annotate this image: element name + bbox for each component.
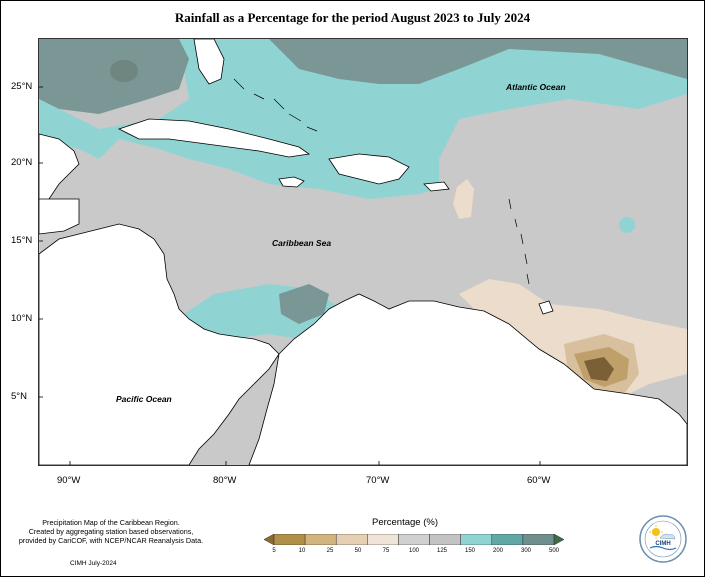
rainfall-map: Atlantic Ocean Caribbean Sea Pacific Oce… bbox=[38, 38, 688, 466]
legend-swatch bbox=[429, 534, 461, 545]
land-masses bbox=[39, 39, 687, 465]
legend-swatch bbox=[304, 534, 337, 545]
islands-bahamas bbox=[233, 78, 318, 132]
legend-swatch bbox=[273, 534, 306, 545]
legend-label: 500 bbox=[548, 548, 560, 554]
small-islands bbox=[233, 78, 530, 285]
lat-tick-20: 20°N bbox=[11, 157, 33, 168]
lon-tick-90: 90°W bbox=[57, 475, 81, 486]
land-trinidad bbox=[538, 300, 554, 315]
legend-swatch bbox=[522, 534, 555, 545]
lat-tick-5: 5°N bbox=[11, 391, 27, 402]
footer-line-2: Created by aggregating station based obs… bbox=[28, 527, 194, 536]
footer-description: Precipitation Map of the Caribbean Regio… bbox=[16, 518, 206, 545]
land-cuba bbox=[117, 118, 311, 158]
caribbean-sea-label: Caribbean Sea bbox=[272, 238, 332, 248]
legend-swatch bbox=[367, 534, 399, 545]
legend-swatch bbox=[398, 534, 430, 545]
legend-label: 25 bbox=[326, 548, 334, 554]
land-central-america bbox=[39, 223, 280, 465]
legend-labels: 5 10 25 50 75 100 125 150 200 300 500 bbox=[264, 548, 564, 558]
map-ticks bbox=[39, 86, 541, 465]
legend-swatch-high-tip bbox=[553, 534, 564, 545]
legend-label: 150 bbox=[464, 548, 476, 554]
very-wet-area-colombia bbox=[279, 284, 329, 324]
lon-tick-70: 70°W bbox=[366, 475, 390, 486]
footer-date: CIMH July-2024 bbox=[70, 560, 117, 567]
legend-colorbar bbox=[264, 534, 564, 545]
very-dry-rainfall-areas bbox=[564, 334, 639, 394]
very-wet-area-northeast bbox=[269, 39, 687, 84]
dry-area-atlantic bbox=[453, 179, 474, 219]
logo-text: CIMH bbox=[655, 541, 670, 547]
atlantic-ocean-label: Atlantic Ocean bbox=[506, 82, 566, 92]
legend-label: 75 bbox=[382, 548, 390, 554]
legend-swatch bbox=[491, 534, 524, 545]
lat-tick-25: 25°N bbox=[11, 81, 33, 92]
legend-label: 10 bbox=[298, 548, 306, 554]
pacific-ocean-label: Pacific Ocean bbox=[116, 394, 172, 404]
land-jamaica bbox=[278, 176, 305, 188]
land-puerto-rico bbox=[423, 181, 450, 192]
legend-title: Percentage (%) bbox=[371, 517, 438, 528]
lon-tick-60: 60°W bbox=[527, 475, 551, 486]
map-canvas bbox=[39, 39, 687, 465]
lat-tick-15: 15°N bbox=[11, 235, 33, 246]
land-florida bbox=[193, 39, 225, 85]
land-hispaniola bbox=[328, 153, 410, 185]
land-south-america bbox=[248, 293, 687, 465]
lon-tick-80: 80°W bbox=[213, 475, 237, 486]
wet-area-north bbox=[39, 39, 687, 199]
map-title: Rainfall as a Percentage for the period … bbox=[174, 10, 531, 25]
wet-area-atlantic-spot bbox=[619, 217, 635, 233]
legend-swatch bbox=[335, 534, 368, 545]
legend-label: 200 bbox=[492, 548, 504, 554]
lat-tick-10: 10°N bbox=[11, 313, 33, 324]
footer-line-3: provided by CariCOF, with NCEP/NCAR Rean… bbox=[18, 536, 204, 545]
legend-label: 50 bbox=[354, 548, 362, 554]
very-dry-area-inner bbox=[584, 357, 614, 381]
legend-label: 100 bbox=[408, 548, 420, 554]
footer-line-1: Precipitation Map of the Caribbean Regio… bbox=[42, 518, 180, 527]
legend-swatch-low-tip bbox=[264, 534, 275, 545]
very-wet-area-gulf-spot bbox=[110, 60, 138, 82]
land-mexico-box bbox=[39, 198, 80, 235]
legend-label: 300 bbox=[520, 548, 532, 554]
islands-lesser-antilles bbox=[508, 198, 530, 285]
legend-swatch bbox=[460, 534, 493, 545]
legend-label: 5 bbox=[272, 548, 276, 554]
cimh-logo-icon: CIMH bbox=[639, 515, 687, 563]
legend-label: 125 bbox=[436, 548, 448, 554]
